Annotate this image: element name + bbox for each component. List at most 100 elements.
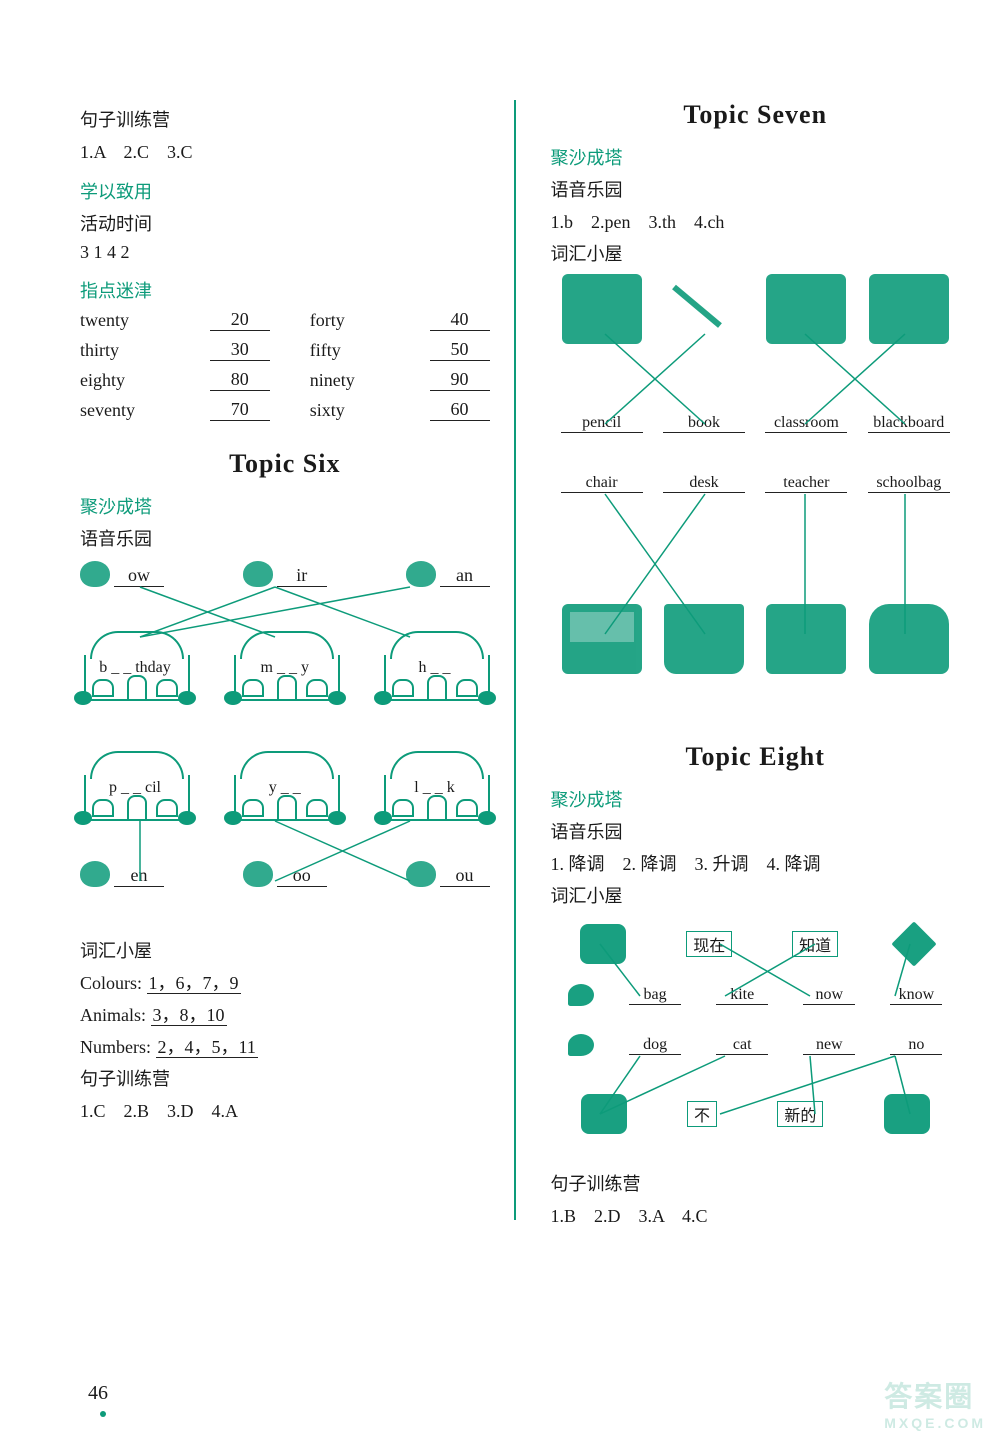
vocab-numbers: Numbers: 2，4，5，11 bbox=[80, 1033, 490, 1059]
house-icon: p _ _ cil bbox=[80, 751, 190, 821]
topic8-phonics-title: 语音乐园 bbox=[550, 818, 960, 844]
snail-icon bbox=[80, 561, 110, 587]
zh-label: 知道 bbox=[792, 931, 838, 957]
topic7-vocab-title: 词汇小屋 bbox=[550, 240, 960, 266]
leaf-icon bbox=[568, 984, 594, 1006]
page-number: 46 bbox=[88, 1382, 108, 1405]
match-label: book bbox=[663, 414, 745, 433]
match-label: teacher bbox=[765, 474, 847, 493]
topic6-matching: ow ir an b _ _ thday m _ _ y h _ _ p _ _… bbox=[80, 561, 490, 931]
num-word: eighty bbox=[80, 370, 210, 391]
match-label: cat bbox=[716, 1036, 768, 1055]
match-label: bag bbox=[629, 986, 681, 1005]
phonics-label: en bbox=[114, 865, 164, 887]
zh-label: 新的 bbox=[777, 1101, 823, 1127]
watermark: 答案圈 MXQE.COM bbox=[884, 1375, 986, 1431]
num-word: ninety bbox=[310, 370, 430, 391]
topic7-phonics-title: 语音乐园 bbox=[550, 176, 960, 202]
num-word: fifty bbox=[310, 340, 430, 361]
teacher-icon bbox=[766, 604, 846, 674]
num-word: seventy bbox=[80, 400, 210, 421]
desk-icon bbox=[562, 604, 642, 674]
match-label: now bbox=[803, 986, 855, 1005]
left-column: 句子训练营 1.A 2.C 3.C 学以致用 活动时间 3 1 4 2 指点迷津… bbox=[80, 100, 510, 1220]
topic6-sentence-title: 句子训练营 bbox=[80, 1065, 490, 1091]
phonics-label: oo bbox=[277, 865, 327, 887]
bag-icon bbox=[580, 924, 626, 964]
topic7-title: Topic Seven bbox=[550, 100, 960, 130]
number-table: twenty 20 forty 40 thirty 30 fifty 50 ei… bbox=[80, 309, 490, 421]
schoolbag-icon bbox=[869, 604, 949, 674]
num-val: 60 bbox=[430, 399, 490, 421]
topic7-phonics-ans: 1.b 2.pen 3.th 4.ch bbox=[550, 208, 960, 234]
topic6-title: Topic Six bbox=[80, 449, 490, 479]
match-label: desk bbox=[663, 474, 745, 493]
topic7-matching: pencil book classroom blackboard chair d… bbox=[550, 274, 960, 714]
topic8-phonics-ans: 1. 降调 2. 降调 3. 升调 4. 降调 bbox=[550, 850, 960, 876]
zh-label: 现在 bbox=[686, 931, 732, 957]
topic8-matching: 现在 知道 bag kite now know dog cat new no 不 bbox=[550, 914, 960, 1164]
vocab-colours: Colours: 1，6，7，9 bbox=[80, 969, 490, 995]
vocab-animals: Animals: 3，8，10 bbox=[80, 1001, 490, 1027]
num-word: sixty bbox=[310, 400, 430, 421]
match-label: kite bbox=[716, 986, 768, 1005]
column-divider bbox=[514, 100, 517, 1220]
topic6-vocab-title: 词汇小屋 bbox=[80, 937, 490, 963]
num-val: 40 bbox=[430, 309, 490, 331]
num-val: 90 bbox=[430, 369, 490, 391]
apply-answers: 3 1 4 2 bbox=[80, 242, 490, 263]
page-dot-icon bbox=[100, 1411, 106, 1417]
topic8-title: Topic Eight bbox=[550, 742, 960, 772]
cat-icon bbox=[581, 1094, 627, 1134]
phonics-label: an bbox=[440, 565, 490, 587]
match-label: no bbox=[890, 1036, 942, 1055]
house-icon: y _ _ bbox=[230, 751, 340, 821]
num-word: thirty bbox=[80, 340, 210, 361]
num-val: 50 bbox=[430, 339, 490, 361]
snail-icon bbox=[406, 861, 436, 887]
chair-icon bbox=[664, 604, 744, 674]
topic6-accumulate: 聚沙成塔 bbox=[80, 493, 490, 519]
num-val: 80 bbox=[210, 369, 270, 391]
pencil-icon bbox=[664, 274, 744, 344]
topic8-vocab-title: 词汇小屋 bbox=[550, 882, 960, 908]
topic8-sentence-ans: 1.B 2.D 3.A 4.C bbox=[550, 1202, 960, 1228]
house-icon: h _ _ bbox=[380, 631, 490, 701]
match-label: pencil bbox=[561, 414, 643, 433]
blackboard-icon bbox=[766, 274, 846, 344]
sentence-camp-answers: 1.A 2.C 3.C bbox=[80, 138, 490, 164]
house-icon: l _ _ k bbox=[380, 751, 490, 821]
match-label: new bbox=[803, 1036, 855, 1055]
phonics-label: ou bbox=[440, 865, 490, 887]
match-label: chair bbox=[561, 474, 643, 493]
num-val: 20 bbox=[210, 309, 270, 331]
match-label: schoolbag bbox=[868, 474, 950, 493]
match-label: blackboard bbox=[868, 414, 950, 433]
book-icon bbox=[562, 274, 642, 344]
snail-icon bbox=[243, 861, 273, 887]
classroom-icon bbox=[869, 274, 949, 344]
topic8-accumulate: 聚沙成塔 bbox=[550, 786, 960, 812]
phonics-label: ir bbox=[277, 565, 327, 587]
kite-icon bbox=[891, 921, 936, 966]
dog-icon bbox=[884, 1094, 930, 1134]
topic6-phonics: 语音乐园 bbox=[80, 525, 490, 551]
num-word: twenty bbox=[80, 310, 210, 331]
snail-icon bbox=[80, 861, 110, 887]
match-label: know bbox=[890, 986, 942, 1005]
maze-title: 指点迷津 bbox=[80, 277, 490, 303]
num-val: 70 bbox=[210, 399, 270, 421]
sentence-camp-title: 句子训练营 bbox=[80, 106, 490, 132]
match-label: classroom bbox=[765, 414, 847, 433]
num-val: 30 bbox=[210, 339, 270, 361]
right-column: Topic Seven 聚沙成塔 语音乐园 1.b 2.pen 3.th 4.c… bbox=[520, 100, 960, 1220]
match-label: dog bbox=[629, 1036, 681, 1055]
house-icon: b _ _ thday bbox=[80, 631, 190, 701]
topic6-sentence-ans: 1.C 2.B 3.D 4.A bbox=[80, 1097, 490, 1123]
leaf-icon bbox=[568, 1034, 594, 1056]
house-icon: m _ _ y bbox=[230, 631, 340, 701]
apply-title: 学以致用 bbox=[80, 178, 490, 204]
phonics-label: ow bbox=[114, 565, 164, 587]
topic8-sentence-title: 句子训练营 bbox=[550, 1170, 960, 1196]
snail-icon bbox=[243, 561, 273, 587]
